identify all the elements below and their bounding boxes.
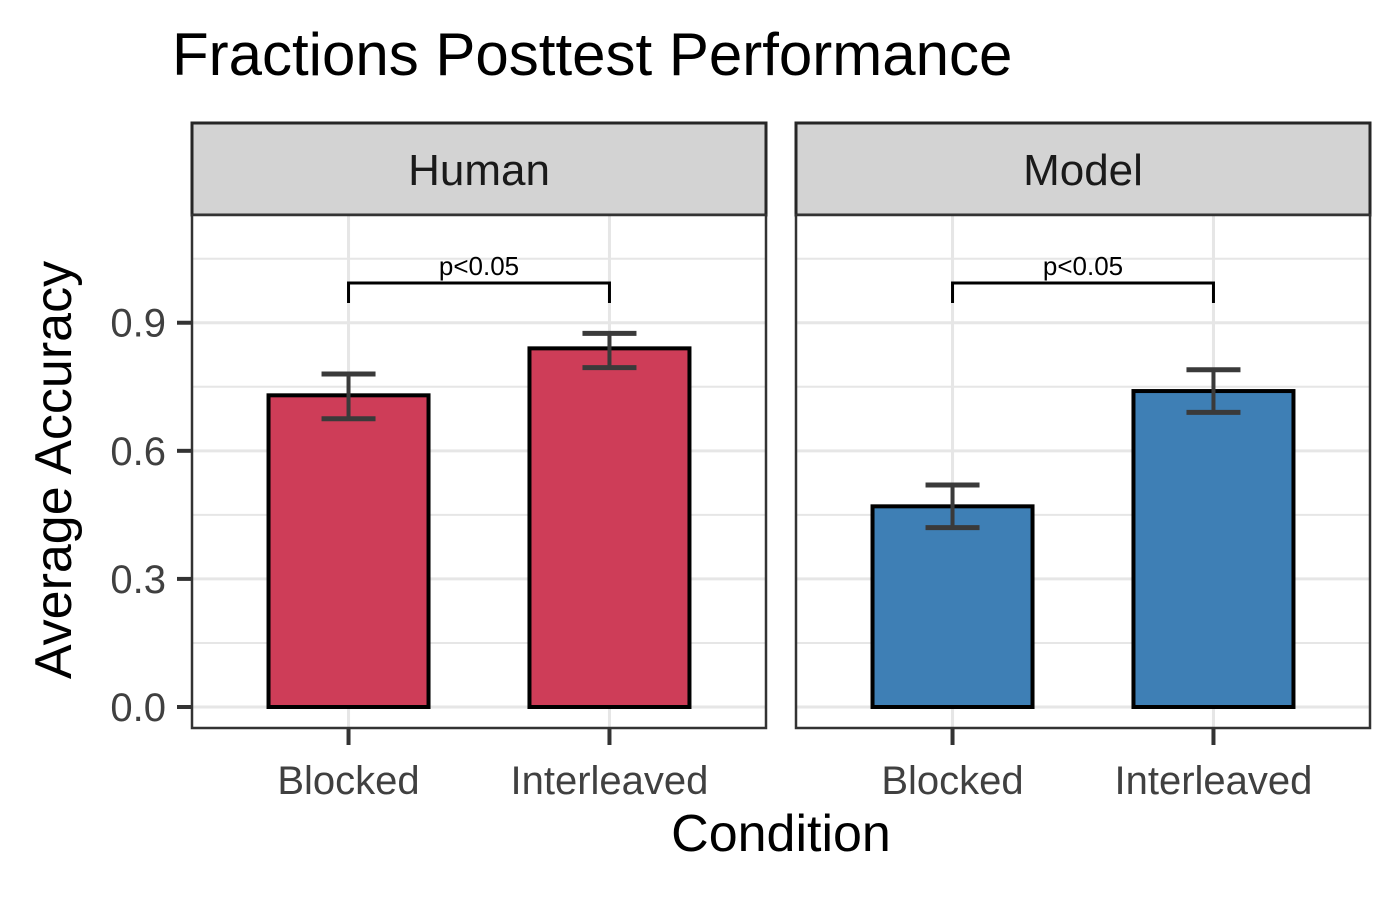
bar-human-interleaved — [527, 346, 692, 709]
facet-label-model: Model — [1023, 146, 1143, 195]
significance-label-human: p<0.05 — [439, 251, 519, 281]
panel-border-model — [794, 213, 1372, 730]
y-tick-label-0.9: 0.9 — [110, 302, 166, 346]
x-tick-label-human-interleaved: Interleaved — [511, 759, 709, 803]
x-tick-label-human-blocked: Blocked — [277, 759, 419, 803]
bar-model-interleaved — [1131, 389, 1296, 709]
bar-human-blocked — [266, 393, 431, 709]
facet-strip-human — [190, 121, 768, 217]
significance-label-model: p<0.05 — [1043, 251, 1123, 281]
facet-label-human: Human — [408, 146, 550, 195]
y-tick-label-0.0: 0.0 — [110, 686, 166, 730]
y-axis-label: Average Accuracy — [25, 260, 83, 680]
significance-bracket-model — [951, 281, 1215, 303]
x-axis-label: Condition — [671, 805, 891, 863]
significance-bracket-human — [347, 281, 611, 303]
x-tick-label-model-interleaved: Interleaved — [1115, 759, 1313, 803]
bar-model-blocked — [870, 504, 1035, 710]
x-tick-label-model-blocked: Blocked — [881, 759, 1023, 803]
facet-strip-model — [794, 121, 1372, 217]
panel-border-human — [190, 213, 768, 730]
chart-title: Fractions Posttest Performance — [172, 21, 1013, 88]
y-tick-label-0.3: 0.3 — [110, 558, 166, 602]
y-tick-label-0.6: 0.6 — [110, 430, 166, 474]
